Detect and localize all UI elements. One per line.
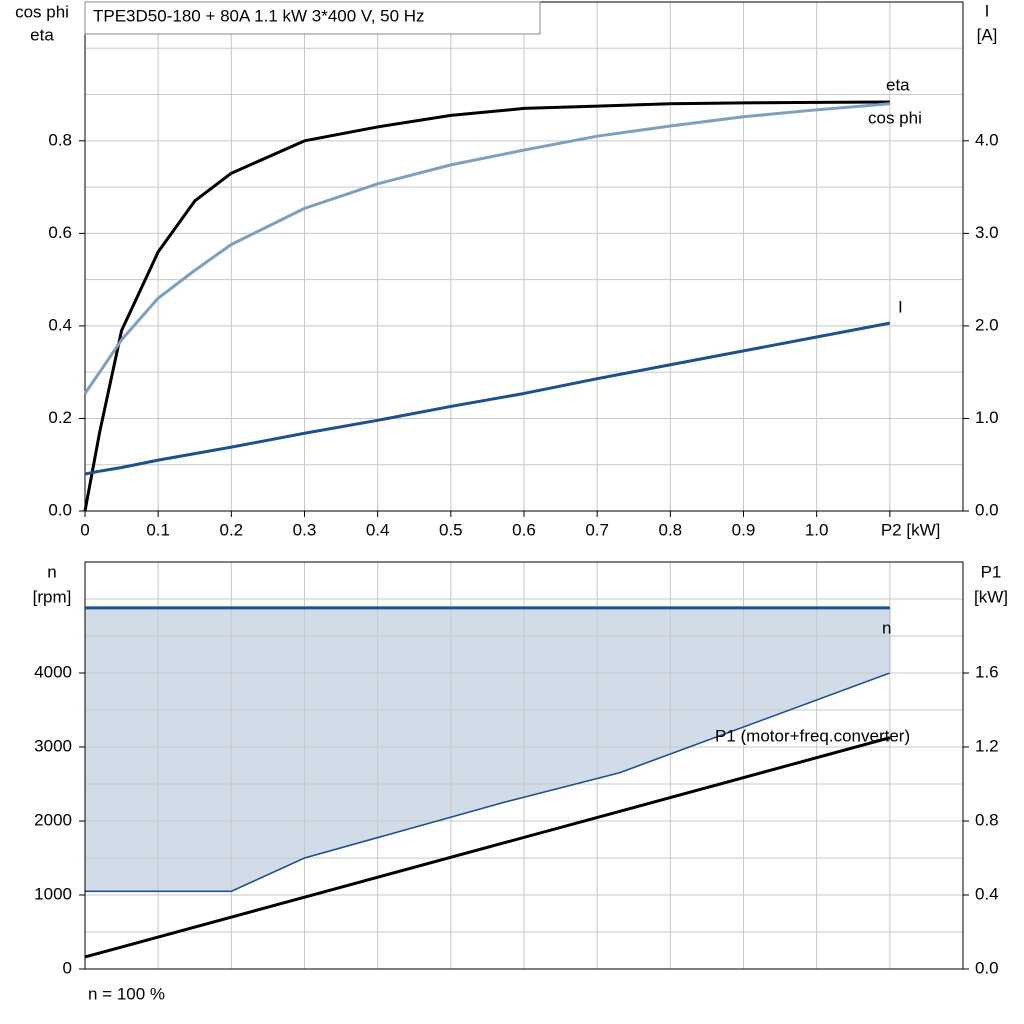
y-tick-label: 3000 (34, 736, 72, 755)
y-tick-label: 0.6 (48, 223, 72, 242)
x-tick-label: 1.0 (805, 520, 829, 539)
y2-tick-label: 1.0 (975, 408, 999, 427)
series-label: n (882, 618, 891, 637)
y2-tick-label: 0.0 (975, 500, 999, 519)
y-axis-label: cos phi (15, 2, 69, 21)
y-tick-label: 4000 (34, 662, 72, 681)
y-tick-label: 0.4 (48, 315, 72, 334)
x-tick-label: 0.2 (220, 520, 244, 539)
plot-frame (84, 561, 964, 970)
series-line (83, 100, 890, 512)
series-line (83, 102, 890, 395)
y2-axis-label: P1 (981, 562, 1002, 581)
speed-range-area (85, 607, 890, 892)
y2-tick-label: 1.6 (975, 662, 999, 681)
x-tick-label: 0.6 (512, 520, 536, 539)
series-label: eta (886, 75, 910, 94)
x-tick-label: 0.4 (366, 520, 390, 539)
x-tick-label: 0 (80, 520, 89, 539)
y2-axis-label: [A] (977, 25, 998, 44)
y2-tick-label: 3.0 (975, 223, 999, 242)
chart-title: TPE3D50-180 + 80A 1.1 kW 3*400 V, 50 Hz (93, 6, 425, 25)
y2-tick-label: 1.2 (975, 736, 999, 755)
y-axis-label: [rpm] (33, 587, 72, 606)
speed-min-line (85, 672, 891, 893)
series-label: cos phi (868, 108, 922, 127)
y-tick-label: 2000 (34, 810, 72, 829)
y-tick-label: 0.2 (48, 408, 72, 427)
x-tick-label: 0.8 (659, 520, 683, 539)
y2-tick-label: 0.0 (975, 958, 999, 977)
series-line (84, 321, 891, 476)
series-line (84, 736, 891, 959)
x-tick-label: 0.5 (439, 520, 463, 539)
y2-tick-label: 0.8 (975, 810, 999, 829)
x-tick-label: 0.3 (293, 520, 317, 539)
y-tick-label: 0.0 (48, 500, 72, 519)
title-box (84, 1, 541, 35)
footer-note: n = 100 % (88, 984, 165, 1003)
x-tick-label: 0.1 (146, 520, 170, 539)
y-axis-label: n (47, 562, 56, 581)
y2-axis-label: I (985, 1, 990, 20)
y2-axis-label: [kW] (974, 587, 1008, 606)
y2-tick-label: 2.0 (975, 315, 999, 334)
y-tick-label: 0 (63, 958, 72, 977)
y2-tick-label: 4.0 (975, 130, 999, 149)
x-tick-label: 0.9 (732, 520, 756, 539)
y2-tick-label: 0.4 (975, 884, 999, 903)
x-tick-label: 0.7 (585, 520, 609, 539)
x-tick-label: P2 [kW] (881, 520, 941, 539)
series-label: P1 (motor+freq.converter) (715, 726, 910, 745)
y-tick-label: 0.8 (48, 130, 72, 149)
y-axis-label: eta (30, 25, 54, 44)
y-tick-label: 1000 (34, 884, 72, 903)
series-label: I (898, 297, 903, 316)
